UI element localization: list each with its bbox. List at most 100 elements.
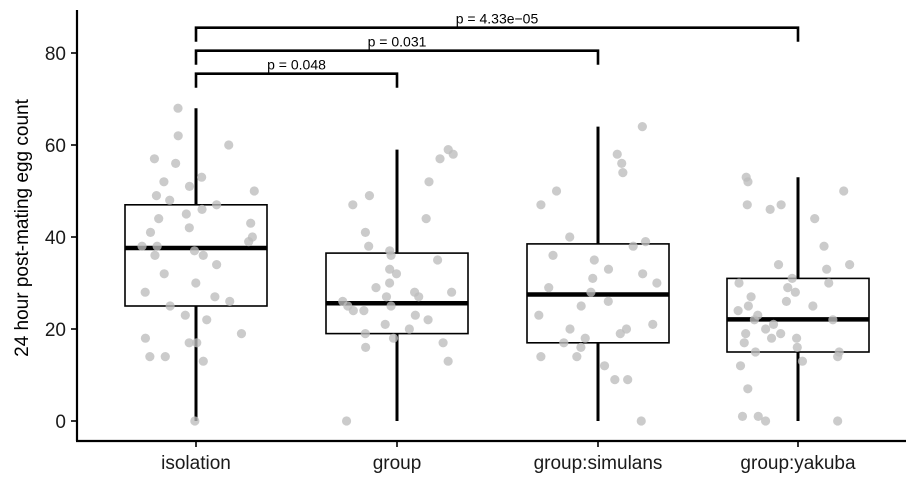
- data-point: [360, 227, 371, 237]
- significance-bracket: [194, 26, 800, 42]
- data-point: [249, 186, 259, 196]
- data-point: [338, 296, 348, 306]
- data-point: [603, 264, 614, 274]
- data-point: [159, 177, 169, 187]
- data-point: [212, 200, 222, 210]
- data-point: [621, 324, 632, 334]
- data-point: [742, 200, 752, 210]
- data-point: [776, 200, 786, 210]
- data-point: [565, 232, 575, 242]
- data-point: [766, 333, 777, 343]
- data-point: [790, 287, 800, 297]
- data-point: [165, 301, 175, 311]
- data-point: [648, 319, 658, 329]
- y-tick-label: 0: [55, 412, 66, 433]
- data-point: [576, 342, 586, 352]
- data-point: [783, 283, 793, 293]
- data-point: [617, 158, 627, 168]
- data-point: [588, 273, 598, 283]
- data-point: [388, 333, 399, 343]
- data-point: [184, 181, 195, 191]
- data-point: [750, 347, 761, 357]
- data-point: [225, 296, 235, 306]
- data-point: [447, 287, 457, 297]
- y-tick-label: 20: [45, 320, 66, 341]
- data-point: [246, 218, 256, 228]
- data-point: [443, 356, 453, 366]
- data-point: [202, 315, 212, 325]
- data-point: [189, 246, 200, 256]
- x-tick-label: group:simulans: [534, 453, 663, 474]
- data-point: [576, 301, 586, 311]
- data-point: [424, 177, 434, 187]
- data-point: [192, 338, 202, 348]
- data-point: [746, 292, 756, 302]
- data-point: [536, 352, 546, 362]
- data-point: [212, 260, 222, 270]
- data-point: [603, 296, 613, 306]
- data-point: [191, 278, 201, 288]
- data-point: [828, 315, 838, 325]
- data-point: [443, 145, 453, 155]
- data-point: [145, 352, 155, 362]
- data-point: [391, 269, 402, 279]
- data-point: [636, 416, 646, 426]
- data-point: [140, 333, 151, 343]
- data-point: [612, 149, 622, 159]
- data-point: [137, 241, 147, 251]
- data-point: [152, 241, 162, 251]
- data-point: [410, 287, 420, 297]
- data-point: [404, 324, 414, 334]
- data-point: [773, 260, 784, 270]
- x-tick-label: group:yakuba: [740, 453, 856, 474]
- data-point: [733, 306, 743, 316]
- data-point: [810, 214, 820, 224]
- data-point: [797, 356, 808, 366]
- data-point: [572, 352, 582, 362]
- data-point: [184, 223, 194, 233]
- data-point: [787, 273, 797, 283]
- data-point: [150, 250, 160, 260]
- data-point: [753, 411, 763, 421]
- data-point: [348, 200, 358, 210]
- data-point: [824, 278, 834, 288]
- y-tick-label: 40: [45, 228, 66, 249]
- data-point: [792, 342, 802, 352]
- y-tick-label: 80: [45, 44, 66, 65]
- data-point: [173, 131, 183, 141]
- data-point: [435, 154, 445, 164]
- data-point: [149, 154, 160, 164]
- data-point: [735, 361, 746, 371]
- data-point: [819, 241, 829, 251]
- y-axis-title: 24 hour post-mating egg count: [12, 98, 33, 356]
- data-point: [623, 375, 633, 385]
- data-point: [180, 310, 190, 320]
- data-point: [781, 296, 792, 306]
- data-point: [580, 333, 590, 343]
- data-point: [765, 204, 775, 214]
- data-point: [181, 209, 191, 219]
- data-point: [743, 384, 753, 394]
- data-point: [548, 250, 558, 260]
- data-point: [361, 342, 371, 352]
- data-point: [761, 324, 771, 334]
- data-point: [768, 319, 779, 329]
- significance-bracket: [194, 72, 399, 88]
- data-point: [198, 250, 208, 260]
- data-point: [341, 416, 352, 426]
- data-point: [753, 310, 763, 320]
- data-point: [198, 356, 208, 366]
- data-point: [637, 122, 647, 132]
- data-point: [364, 191, 375, 201]
- data-point: [640, 237, 651, 247]
- data-point: [236, 329, 247, 339]
- data-point: [165, 195, 175, 205]
- data-point: [423, 315, 433, 325]
- data-point: [536, 200, 546, 210]
- data-point: [380, 319, 390, 329]
- data-point: [171, 158, 181, 168]
- data-point: [197, 172, 207, 182]
- data-point: [652, 278, 662, 288]
- p-value-label: p = 4.33e−05: [456, 11, 539, 27]
- data-point: [834, 347, 844, 357]
